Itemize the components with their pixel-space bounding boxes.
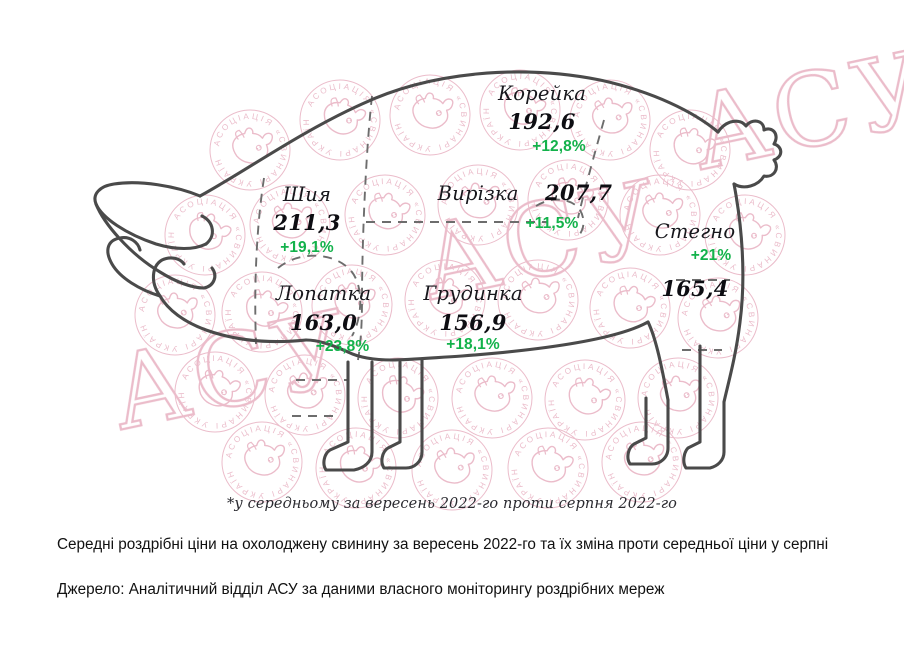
cut-price: 207,7 [545, 180, 613, 205]
brisket-to-chest [304, 338, 350, 354]
rear-leg-left [626, 396, 670, 466]
cut-price: 165,4 [661, 276, 729, 302]
pig-carcass-diagram: АСОЦІАЦІЯ «СВИНАРІ УКРАЇНИ» АСУ [93, 25, 904, 517]
pig-outline [93, 70, 783, 472]
cut-delta: +23,8% [315, 337, 370, 355]
cut-delta: +18,1% [446, 335, 500, 353]
cut-price: 192,6 [508, 108, 576, 134]
figure-footnote: *у середньому за вересень 2022-го проти … [227, 496, 677, 512]
jowl-underside [158, 294, 308, 344]
cut-delta: +11,5% [525, 214, 579, 232]
cut-name: Грудинка [423, 282, 523, 305]
ear-fold [200, 214, 214, 246]
cut-price: 156,9 [439, 309, 507, 335]
cut-delta: +19,1% [280, 238, 334, 256]
caption-description: Середні роздрібні ціни на охолоджену сви… [57, 536, 829, 553]
boundary-shoulder-oval [277, 254, 362, 337]
cut-delta: +12,8% [532, 137, 586, 155]
ear-lower-edge [94, 202, 206, 290]
tail-curl [716, 119, 783, 189]
boundary-neck-loin [357, 95, 373, 361]
cut-label-lopatka[interactable]: Лопатка 163,0 +23,8% [256, 282, 391, 355]
cut-label-shyia[interactable]: Шия 211,3 +19,1% [248, 183, 366, 256]
cut-label-koreika[interactable]: Корейка 192,6 +12,8% [452, 82, 632, 155]
front-leg-right [380, 358, 424, 470]
ear-tip-curl [202, 266, 217, 290]
caption-block: Середні роздрібні ціни на охолоджену сви… [57, 533, 857, 602]
cut-name: Вирізка [437, 182, 519, 205]
ear-upper [93, 181, 208, 251]
cut-name: Корейка [497, 82, 587, 105]
caption-source: Джерело: Аналітичний відділ АСУ за даним… [57, 580, 665, 598]
snout-bottom [106, 236, 162, 298]
rear-leg-left-top [646, 320, 670, 402]
boundary-neck-front [254, 177, 265, 345]
rear-leg-right [682, 344, 726, 470]
lower-jaw-loop [151, 256, 186, 298]
cut-name: Лопатка [275, 282, 372, 305]
cut-price: 211,3 [273, 209, 341, 235]
topline-back [198, 70, 720, 198]
cut-name: Шия [282, 183, 332, 206]
front-leg-left [322, 360, 374, 472]
brisket-line [346, 350, 394, 362]
boundary-vyrizka-oval [535, 198, 585, 239]
cut-label-stehno[interactable]: Стегно +21% 165,4 [620, 220, 770, 302]
belly-line [390, 320, 650, 362]
cut-name: Стегно [654, 220, 736, 243]
cut-boundary-lines [254, 95, 730, 417]
infographic-figure: АСОЦІАЦІЯ «СВИНАРІ УКРАЇНИ» АСУ [93, 25, 904, 517]
cut-price: 163,0 [289, 309, 358, 335]
rump-rear-line [722, 182, 745, 404]
cut-label-hrudynka[interactable]: Грудинка 156,9 +18,1% [398, 282, 548, 353]
cut-label-vyrizka[interactable]: Вирізка 207,7 +11,5% [420, 180, 630, 232]
cut-delta: +21% [690, 246, 732, 264]
